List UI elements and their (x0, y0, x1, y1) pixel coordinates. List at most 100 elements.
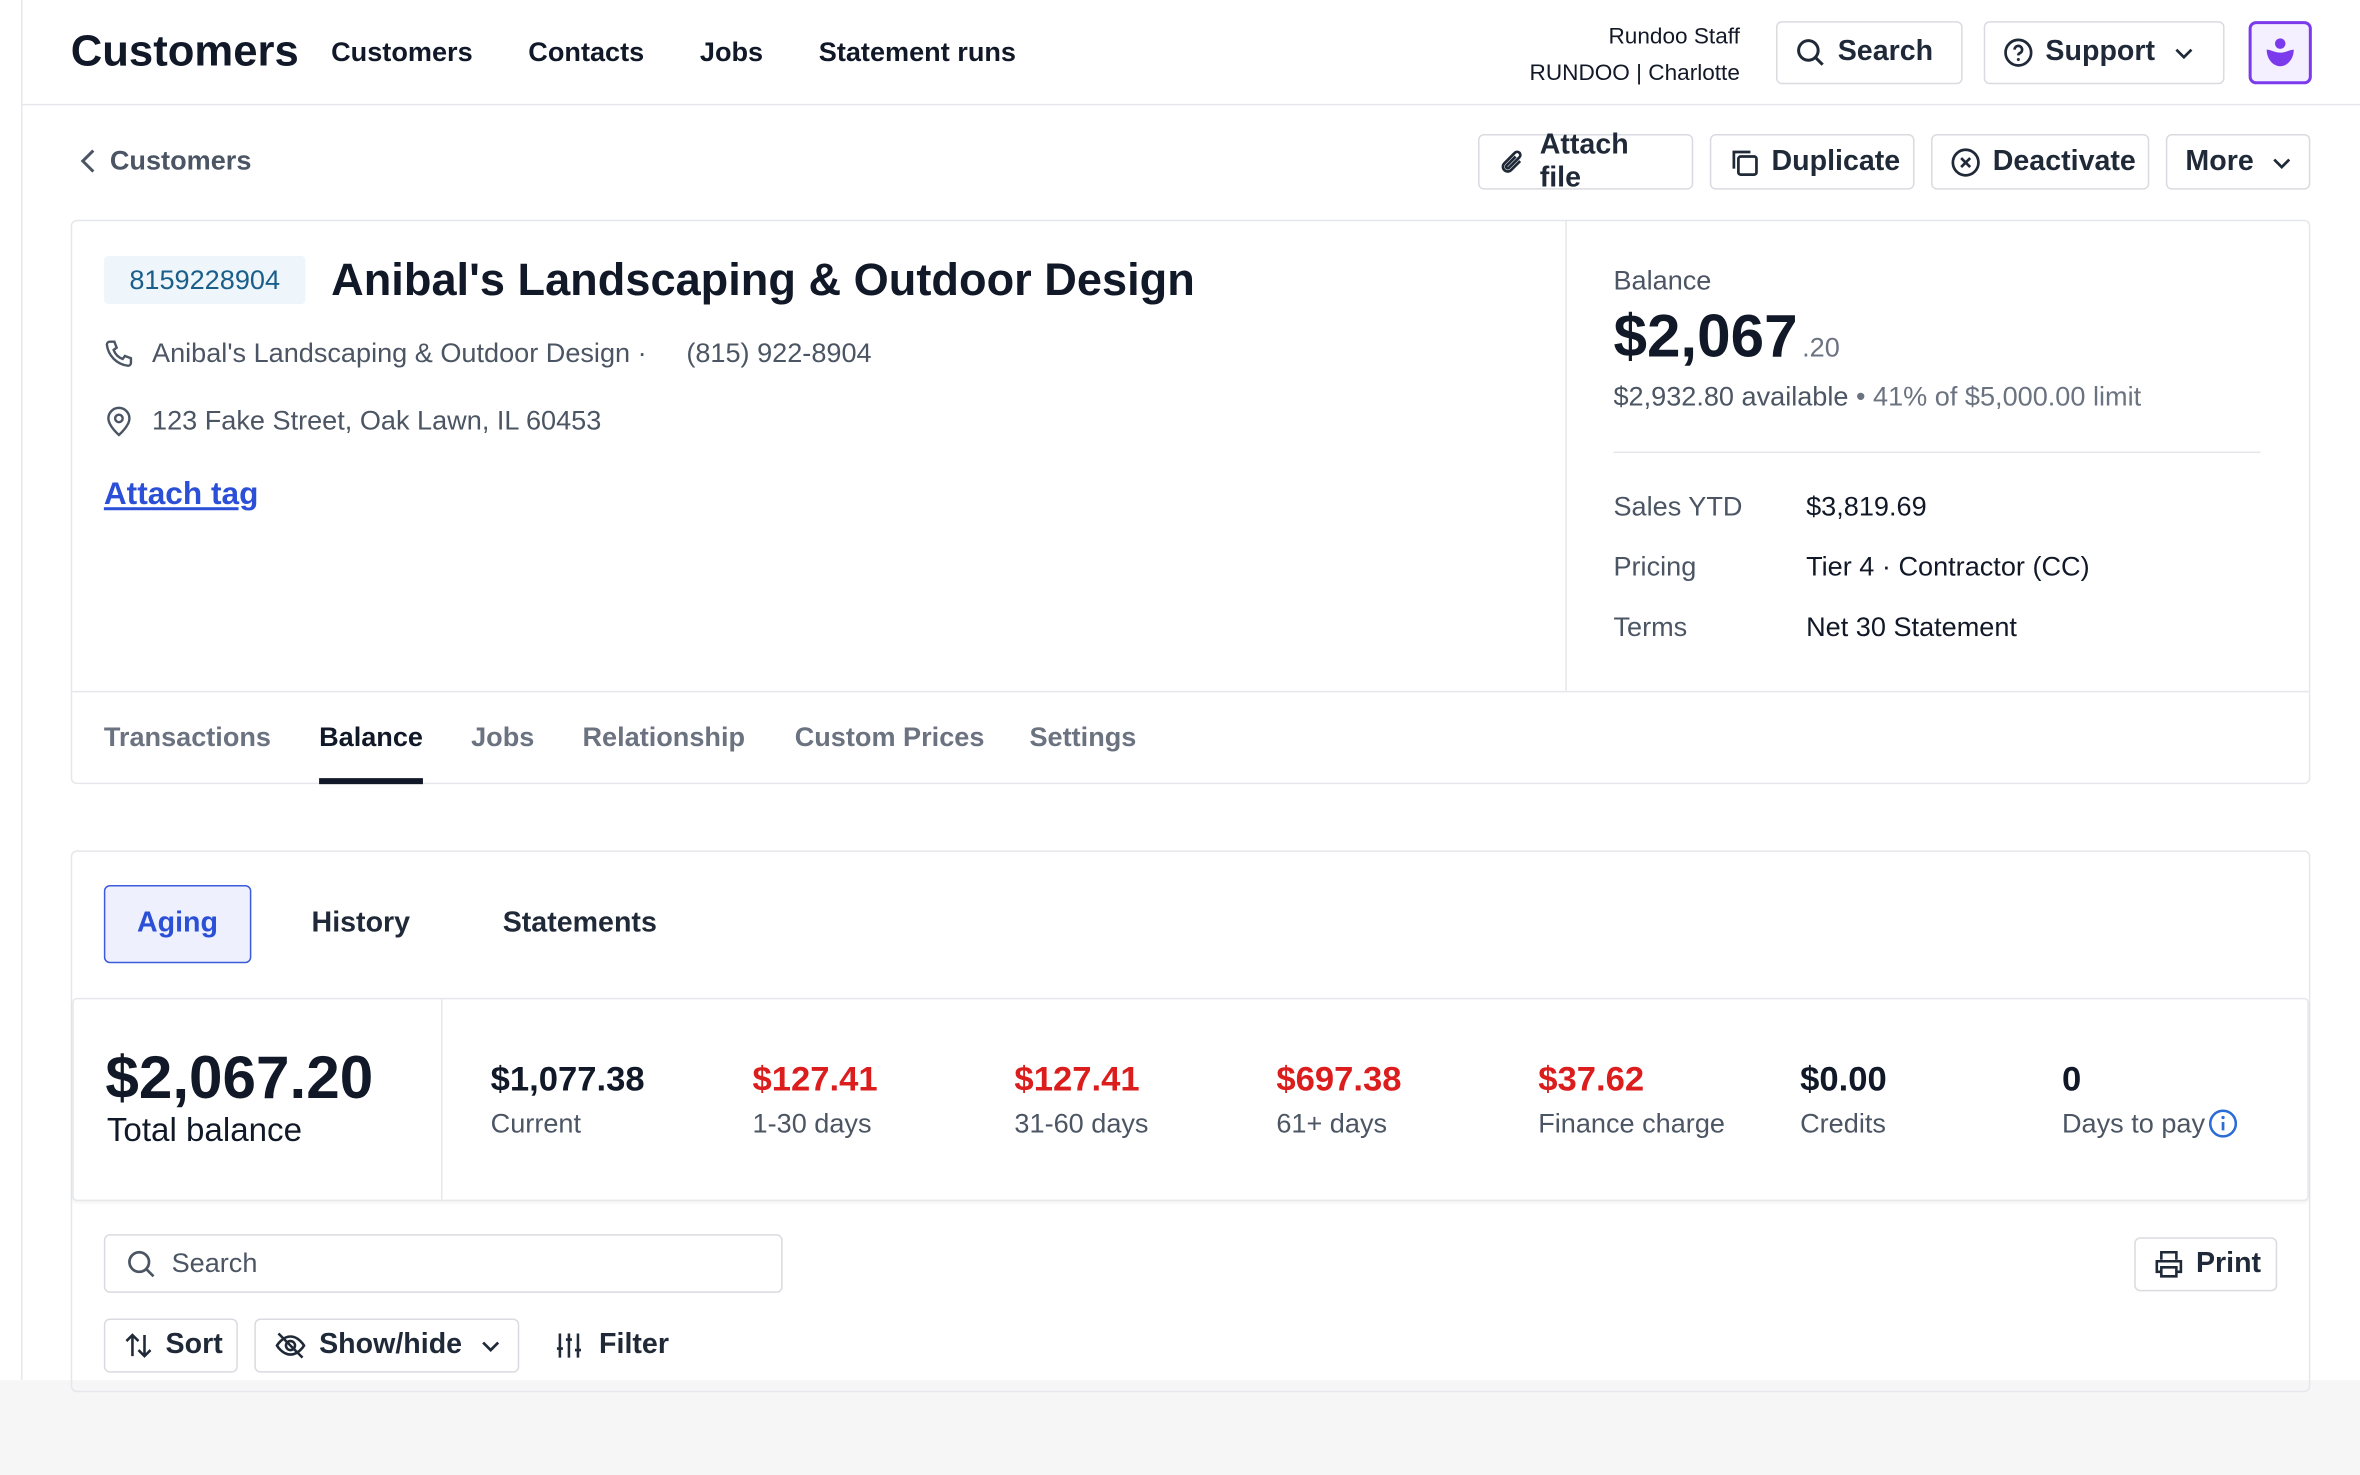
tab[interactable]: Transactions (103, 721, 271, 752)
phone[interactable]: (815) 922-8904 (686, 337, 872, 368)
limit: • 41% of $5,000.00 limit (1856, 381, 2142, 412)
balance-card (70, 850, 2311, 1393)
filter-icon (556, 1333, 581, 1358)
nav-title: Customers (70, 27, 299, 77)
help-icon (2004, 38, 2033, 67)
divider (72, 690, 2309, 693)
search-placeholder: Search (171, 1247, 258, 1278)
bucket-label: Finance charge (1538, 1108, 1725, 1139)
available: $2,932.80 available (1613, 381, 1849, 412)
breadcrumb[interactable]: Customers (109, 145, 252, 176)
show-hide-button[interactable]: Show/hide (254, 1318, 520, 1373)
total-balance: $2,067.20 (105, 1045, 374, 1112)
bucket-value: $1,077.38 (490, 1058, 645, 1098)
search-button[interactable]: Search (1776, 21, 1963, 85)
user-info: Rundoo Staff RUNDOO | Charlotte (1530, 20, 1740, 92)
support-button[interactable]: Support (1983, 21, 2225, 85)
deactivate-button[interactable]: Deactivate (1931, 133, 2150, 190)
search-icon (1797, 39, 1824, 66)
location-icon (107, 406, 131, 437)
back-chevron[interactable] (78, 147, 99, 174)
eye-off-icon (275, 1332, 306, 1359)
user-name: Rundoo Staff (1608, 24, 1740, 50)
detail-value: Tier 4 · Contractor (CC) (1806, 551, 2090, 582)
balance-amount: $2,067 .20 (1613, 304, 1839, 372)
print-button[interactable]: Print (2134, 1237, 2278, 1292)
user-location: RUNDOO | Charlotte (1529, 60, 1740, 86)
bucket-value: $697.38 (1276, 1058, 1402, 1098)
customer-id: 8159228904 (103, 255, 306, 305)
address: 123 Fake Street, Oak Lawn, IL 60453 (152, 405, 602, 436)
subtab[interactable]: Statements (502, 907, 657, 940)
footer-bg (0, 1380, 2360, 1475)
subtab[interactable]: Aging (103, 884, 252, 964)
contact-name: Anibal's Landscaping & Outdoor Design · (152, 337, 647, 368)
total-balance-label: Total balance (106, 1110, 303, 1149)
attach-file-button[interactable]: Attach file (1478, 129, 1694, 193)
filter-button[interactable]: Filter (536, 1318, 687, 1372)
bucket-value: $37.62 (1538, 1058, 1645, 1098)
nav-link[interactable]: Customers (331, 36, 473, 67)
bucket-value: 0 (2061, 1058, 2082, 1098)
bucket-label: 1-30 days (752, 1108, 872, 1139)
tab[interactable]: Balance (319, 721, 424, 752)
nav-link[interactable]: Contacts (528, 36, 645, 67)
tab[interactable]: Jobs (471, 721, 535, 752)
bucket-label: 31-60 days (1014, 1108, 1149, 1139)
more-button[interactable]: More (2165, 133, 2311, 190)
attach-tag-link[interactable]: Attach tag (103, 477, 259, 512)
detail-value: Net 30 Statement (1806, 611, 2017, 642)
duplicate-button[interactable]: Duplicate (1709, 133, 1915, 190)
bucket-label: Current (490, 1108, 582, 1139)
tab[interactable]: Settings (1029, 721, 1137, 752)
tab[interactable]: Relationship (582, 721, 746, 752)
support-label: Support (2045, 36, 2156, 68)
chevron (482, 1341, 500, 1352)
nav-border (21, 103, 2360, 106)
chevron (2175, 48, 2193, 60)
search-icon (128, 1250, 155, 1277)
action-label: Duplicate (1771, 145, 1901, 177)
customer-name: Anibal's Landscaping & Outdoor Design (331, 255, 1195, 306)
print-label: Print (2195, 1247, 2262, 1280)
paperclip-icon (1501, 149, 1522, 173)
action-label: Deactivate (1992, 145, 2136, 177)
customer-card (70, 219, 2311, 785)
tab-underline (319, 778, 423, 785)
tab[interactable]: Custom Prices (794, 721, 985, 752)
divider (1613, 451, 2261, 454)
aging-summary (72, 997, 2309, 1202)
filter-label: Filter (599, 1329, 669, 1361)
sort-icon (125, 1333, 152, 1358)
bucket-value: $127.41 (1014, 1058, 1140, 1098)
subtab[interactable]: History (311, 907, 411, 940)
balance-dollars: $2,067 (1613, 304, 1798, 371)
x-circle-icon (1951, 147, 1980, 176)
divider (440, 999, 443, 1200)
print-icon (2155, 1250, 2183, 1278)
bucket-label: Days to pay (2062, 1109, 2238, 1141)
nav-link[interactable]: Statement runs (818, 36, 1016, 67)
balance-cents: .20 (1802, 332, 1840, 363)
balance-label: Balance (1613, 265, 1712, 296)
logo (2266, 38, 2294, 67)
sort-button[interactable]: Sort (103, 1318, 238, 1373)
divider (1565, 219, 1567, 691)
action-label: More (2185, 145, 2254, 177)
bucket-label: Credits (1800, 1108, 1886, 1139)
show-hide-label: Show/hide (319, 1329, 463, 1361)
search-input[interactable]: Search (103, 1234, 783, 1293)
sort-label: Sort (165, 1329, 223, 1361)
avatar[interactable] (2248, 21, 2312, 85)
detail-value: $3,819.69 (1806, 491, 1927, 522)
info-icon[interactable] (2208, 1109, 2238, 1139)
copy-icon (1732, 149, 1758, 176)
phone-icon (105, 340, 133, 367)
detail-label: Sales YTD (1613, 491, 1743, 522)
bucket-value: $0.00 (1800, 1058, 1887, 1098)
detail-label: Pricing (1613, 551, 1697, 582)
balance-availability: $2,932.80 available • 41% of $5,000.00 l… (1613, 382, 2141, 414)
nav-link[interactable]: Jobs (699, 36, 764, 67)
action-label: Attach file (1539, 128, 1629, 194)
